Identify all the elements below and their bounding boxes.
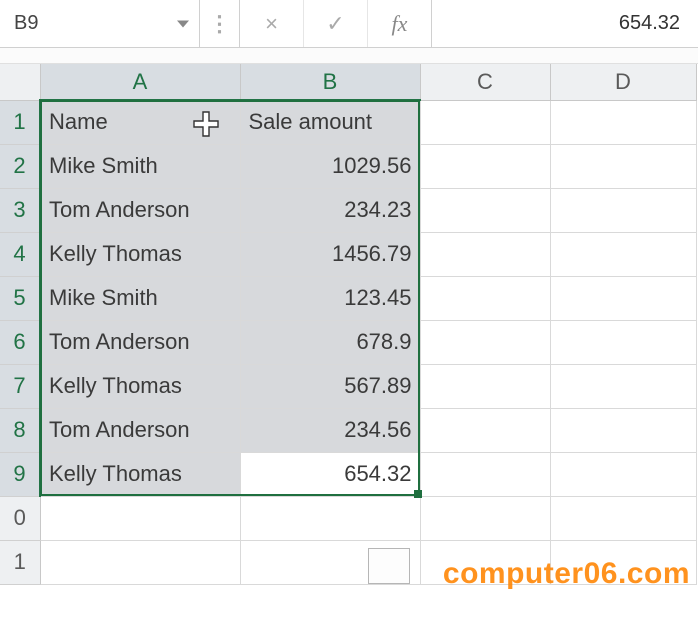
cancel-icon: ×	[265, 11, 278, 37]
cell-d8[interactable]	[550, 408, 696, 452]
grid-table: A B C D 1 Name Sale amount 2 Mike Smith …	[0, 64, 697, 585]
spreadsheet-grid: A B C D 1 Name Sale amount 2 Mike Smith …	[0, 64, 698, 585]
cell-d1[interactable]	[550, 100, 696, 144]
row-header-11[interactable]: 1	[0, 540, 40, 584]
row-header-3[interactable]: 3	[0, 188, 40, 232]
row-header-7[interactable]: 7	[0, 364, 40, 408]
formula-bar-input[interactable]: 654.32	[432, 0, 698, 47]
name-box-value: B9	[14, 12, 38, 35]
cell-c8[interactable]	[420, 408, 550, 452]
cell-d5[interactable]	[550, 276, 696, 320]
cell-b4[interactable]: 1456.79	[240, 232, 420, 276]
cell-d9[interactable]	[550, 452, 696, 496]
cell-b7[interactable]: 567.89	[240, 364, 420, 408]
cell-d3[interactable]	[550, 188, 696, 232]
formula-bar: B9 ⋮ × ✓ fx 654.32	[0, 0, 698, 48]
cell-a3[interactable]: Tom Anderson	[40, 188, 240, 232]
cell-d2[interactable]	[550, 144, 696, 188]
column-header-b[interactable]: B	[240, 64, 420, 100]
cell-a9[interactable]: Kelly Thomas	[40, 452, 240, 496]
column-header-c[interactable]: C	[420, 64, 550, 100]
select-all-corner[interactable]	[0, 64, 40, 100]
cell-c3[interactable]	[420, 188, 550, 232]
cell-b10[interactable]	[240, 496, 420, 540]
row-header-1[interactable]: 1	[0, 100, 40, 144]
cell-a4[interactable]: Kelly Thomas	[40, 232, 240, 276]
cell-b1[interactable]: Sale amount	[240, 100, 420, 144]
cell-a6[interactable]: Tom Anderson	[40, 320, 240, 364]
cell-a11[interactable]	[40, 540, 240, 584]
watermark-text: computer06.com	[443, 557, 690, 591]
cell-a8[interactable]: Tom Anderson	[40, 408, 240, 452]
cell-b8[interactable]: 234.56	[240, 408, 420, 452]
column-header-a[interactable]: A	[40, 64, 240, 100]
name-box-dropdown-icon[interactable]	[177, 20, 189, 27]
formula-bar-value: 654.32	[619, 12, 680, 35]
quick-analysis-button[interactable]	[368, 548, 410, 584]
cell-a1[interactable]: Name	[40, 100, 240, 144]
fx-icon: fx	[392, 11, 408, 37]
cell-a10[interactable]	[40, 496, 240, 540]
cell-a5[interactable]: Mike Smith	[40, 276, 240, 320]
name-box[interactable]: B9	[0, 0, 200, 47]
column-header-d[interactable]: D	[550, 64, 696, 100]
cell-d6[interactable]	[550, 320, 696, 364]
cell-c9[interactable]	[420, 452, 550, 496]
row-header-9[interactable]: 9	[0, 452, 40, 496]
cell-b6[interactable]: 678.9	[240, 320, 420, 364]
row-header-2[interactable]: 2	[0, 144, 40, 188]
row-header-6[interactable]: 6	[0, 320, 40, 364]
cell-b2[interactable]: 1029.56	[240, 144, 420, 188]
row-header-4[interactable]: 4	[0, 232, 40, 276]
cell-c7[interactable]	[420, 364, 550, 408]
cell-d10[interactable]	[550, 496, 696, 540]
cell-b9[interactable]: 654.32	[240, 452, 420, 496]
cell-c5[interactable]	[420, 276, 550, 320]
row-header-10[interactable]: 0	[0, 496, 40, 540]
row-header-8[interactable]: 8	[0, 408, 40, 452]
check-icon: ✓	[326, 11, 344, 37]
cell-c6[interactable]	[420, 320, 550, 364]
cell-c1[interactable]	[420, 100, 550, 144]
ribbon-strip	[0, 48, 698, 64]
cell-a7[interactable]: Kelly Thomas	[40, 364, 240, 408]
row-header-5[interactable]: 5	[0, 276, 40, 320]
cell-b5[interactable]: 123.45	[240, 276, 420, 320]
cancel-button[interactable]: ×	[240, 0, 304, 47]
formula-bar-separator: ⋮	[200, 0, 240, 47]
enter-button[interactable]: ✓	[304, 0, 368, 47]
cell-c4[interactable]	[420, 232, 550, 276]
cell-a2[interactable]: Mike Smith	[40, 144, 240, 188]
cell-c2[interactable]	[420, 144, 550, 188]
insert-function-button[interactable]: fx	[368, 0, 432, 47]
cell-d7[interactable]	[550, 364, 696, 408]
cell-d4[interactable]	[550, 232, 696, 276]
cell-c10[interactable]	[420, 496, 550, 540]
cell-b3[interactable]: 234.23	[240, 188, 420, 232]
